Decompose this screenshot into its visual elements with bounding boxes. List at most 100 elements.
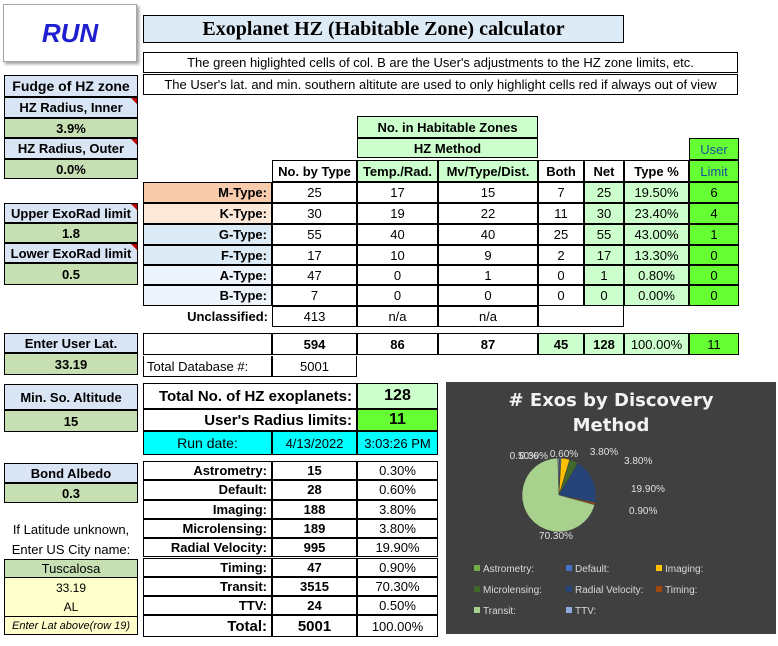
method-count: 47 xyxy=(272,557,357,577)
discovery-method-chart: # Exos by Discovery Method 0.30% 0.60% 3.8… xyxy=(446,382,776,634)
legend-label: TTV: xyxy=(575,606,596,617)
method-label: Transit: xyxy=(143,576,272,597)
type-row-net: 30 xyxy=(584,203,624,224)
pie-slice xyxy=(558,462,597,504)
method-count: 24 xyxy=(272,596,357,616)
legend-swatch xyxy=(474,607,480,613)
type-row-mv: 0 xyxy=(438,285,538,306)
method-pct: 70.30% xyxy=(357,576,438,597)
col-header-both: Both xyxy=(538,160,584,182)
type-row-user: 4 xyxy=(689,203,739,224)
unclassified-mv: n/a xyxy=(438,306,538,327)
type-row-by-type: 7 xyxy=(272,285,357,306)
upper-exorad-label: Upper ExoRad limit xyxy=(4,203,138,223)
pie-data-label: 0.30% xyxy=(520,451,548,462)
method-pct: 3.80% xyxy=(357,518,438,539)
lower-exorad-label: Lower ExoRad limit xyxy=(4,243,138,263)
type-row-label: M-Type: xyxy=(143,182,272,203)
legend-label: Default: xyxy=(575,564,609,575)
run-date-label: Run date: xyxy=(143,431,272,455)
method-count: 995 xyxy=(272,538,357,558)
legend-swatch xyxy=(566,565,572,571)
type-row-both: 0 xyxy=(538,265,584,285)
type-row-temp-rad: 17 xyxy=(357,182,438,203)
type-row-label: B-Type: xyxy=(143,285,272,306)
lower-exorad-input[interactable]: 0.5 xyxy=(4,263,138,285)
legend-label: Transit: xyxy=(483,606,516,617)
legend-label: Astrometry: xyxy=(483,564,534,575)
type-row-user: 1 xyxy=(689,224,739,245)
method-pct: 0.60% xyxy=(357,480,438,500)
min-altitude-input[interactable]: 15 xyxy=(4,410,138,432)
type-row-mv: 1 xyxy=(438,265,538,285)
total-type-pct: 100.00% xyxy=(624,333,689,355)
type-row-both: 0 xyxy=(538,285,584,306)
enter-lat-note: Enter Lat above(row 19) xyxy=(4,616,138,635)
pie-data-label: 70.30% xyxy=(539,531,573,542)
user-lat-input[interactable]: 33.19 xyxy=(4,353,138,375)
user-lat-label: Enter User Lat. xyxy=(4,333,138,353)
type-row-both: 11 xyxy=(538,203,584,224)
pie-slice xyxy=(521,457,595,533)
method-label: Radial Velocity: xyxy=(143,538,272,558)
run-date-value: 4/13/2022 xyxy=(272,431,357,455)
unclassified-temp-rad: n/a xyxy=(357,306,438,327)
method-pct: 0.90% xyxy=(357,557,438,577)
type-row-both: 7 xyxy=(538,182,584,203)
hz-group-header: No. in Habitable Zones xyxy=(357,116,538,138)
city-state: AL xyxy=(4,597,138,616)
fudge-title: Fudge of HZ zone xyxy=(4,75,138,97)
type-row-temp-rad: 0 xyxy=(357,265,438,285)
type-row-label: F-Type: xyxy=(143,245,272,265)
unclassified-count: 413 xyxy=(272,306,357,327)
total-hz-label: Total No. of HZ exoplanets: xyxy=(143,383,357,409)
total-db-value: 5001 xyxy=(272,356,357,377)
legend-label: Timing: xyxy=(665,585,697,596)
legend-swatch xyxy=(656,586,662,592)
legend-swatch xyxy=(566,607,572,613)
hz-outer-input[interactable]: 0.0% xyxy=(4,159,138,179)
page-title: Exoplanet HZ (Habitable Zone) calculator xyxy=(143,15,624,43)
hz-inner-input[interactable]: 3.9% xyxy=(4,118,138,138)
method-count: 189 xyxy=(272,518,357,539)
albedo-input[interactable]: 0.3 xyxy=(4,483,138,503)
type-row-mv: 40 xyxy=(438,224,538,245)
type-row-by-type: 25 xyxy=(272,182,357,203)
total-by-type: 594 xyxy=(272,333,357,355)
type-row-pct: 13.30% xyxy=(624,245,689,265)
methods-total-count: 5001 xyxy=(272,615,357,637)
hz-inner-label: HZ Radius, Inner xyxy=(4,97,138,118)
city-latitude: 33.19 xyxy=(4,578,138,597)
type-row-label: G-Type: xyxy=(143,224,272,245)
type-row-both: 2 xyxy=(538,245,584,265)
type-row-user: 0 xyxy=(689,265,739,285)
method-label: Microlensing: xyxy=(143,518,272,539)
type-row-label: A-Type: xyxy=(143,265,272,285)
legend-swatch xyxy=(474,586,480,592)
run-button[interactable]: RUN xyxy=(3,4,137,62)
total-temp-rad: 86 xyxy=(357,333,438,355)
legend-label: Radial Velocity: xyxy=(575,585,643,596)
upper-exorad-input[interactable]: 1.8 xyxy=(4,223,138,243)
unclassified-empty-cells xyxy=(538,306,624,327)
method-label: Imaging: xyxy=(143,499,272,519)
method-count: 28 xyxy=(272,480,357,500)
type-row-mv: 22 xyxy=(438,203,538,224)
col-header-by-type: No. by Type xyxy=(272,160,357,182)
chart-title-line-2: Method xyxy=(573,415,650,436)
city-input[interactable]: Tuscalosa xyxy=(4,559,138,578)
type-row-by-type: 30 xyxy=(272,203,357,224)
method-count: 15 xyxy=(272,461,357,481)
albedo-label: Bond Albedo xyxy=(4,463,138,483)
type-row-by-type: 47 xyxy=(272,265,357,285)
note-line-1: The green higlighted cells of col. B are… xyxy=(143,52,738,73)
method-label: Timing: xyxy=(143,557,272,577)
pie-data-label: 0.90% xyxy=(629,506,657,517)
unclassified-label: Unclassified: xyxy=(187,309,268,324)
method-pct: 19.90% xyxy=(357,538,438,558)
totals-empty-label xyxy=(143,333,272,355)
type-row-mv: 9 xyxy=(438,245,538,265)
total-mv: 87 xyxy=(438,333,538,355)
col-header-mv: Mv/Type/Dist. xyxy=(438,160,538,182)
type-row-user: 0 xyxy=(689,285,739,306)
